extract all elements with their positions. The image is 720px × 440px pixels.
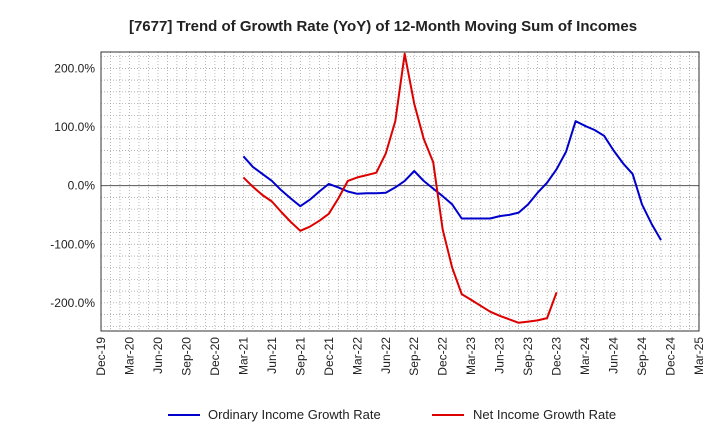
x-tick-label: Mar-25 (692, 337, 706, 375)
x-tick-label: Sep-20 (179, 337, 193, 376)
grid (101, 52, 699, 331)
legend-label-net: Net Income Growth Rate (473, 407, 616, 422)
x-tick-label: Sep-22 (407, 337, 421, 376)
x-tick-label: Jun-21 (265, 337, 279, 374)
y-axis: 200.0% 100.0% 0.0% -100.0% -200.0% (50, 61, 95, 309)
y-tick-label: 200.0% (54, 61, 95, 75)
legend: Ordinary Income Growth Rate Net Income G… (168, 407, 616, 422)
series-line-net-income (242, 52, 558, 324)
x-tick-label: Dec-24 (664, 337, 678, 376)
x-tick-label: Dec-20 (208, 337, 222, 376)
x-tick-label: Mar-20 (122, 337, 136, 375)
x-tick-label: Dec-22 (436, 337, 450, 376)
x-tick-label: Sep-23 (521, 337, 535, 376)
x-tick-label: Mar-22 (350, 337, 364, 375)
x-tick-label: Mar-24 (578, 337, 592, 375)
series-line-ordinary-income (242, 120, 662, 241)
chart-title: [7677] Trend of Growth Rate (YoY) of 12-… (129, 18, 637, 35)
y-tick-label: -100.0% (50, 237, 95, 251)
x-tick-label: Mar-21 (236, 337, 250, 375)
x-tick-label: Jun-20 (151, 337, 165, 374)
x-tick-label: Jun-23 (493, 337, 507, 374)
x-tick-label: Sep-24 (635, 337, 649, 376)
y-tick-label: 100.0% (54, 120, 95, 134)
x-tick-label: Mar-23 (464, 337, 478, 375)
plot-area (100, 51, 700, 332)
x-tick-label: Dec-19 (94, 337, 108, 376)
x-tick-label: Jun-24 (607, 337, 621, 374)
x-tick-label: Sep-21 (293, 337, 307, 376)
legend-label-ordinary: Ordinary Income Growth Rate (208, 407, 381, 422)
y-tick-label: -200.0% (50, 296, 95, 310)
series-layer (242, 52, 662, 324)
y-tick-label: 0.0% (68, 179, 96, 193)
x-tick-label: Dec-23 (550, 337, 564, 376)
x-tick-label: Dec-21 (322, 337, 336, 376)
x-tick-label: Jun-22 (379, 337, 393, 374)
x-axis: Dec-19 Mar-20 Jun-20 Sep-20 Dec-20 Mar-21 Jun-… (94, 337, 706, 376)
